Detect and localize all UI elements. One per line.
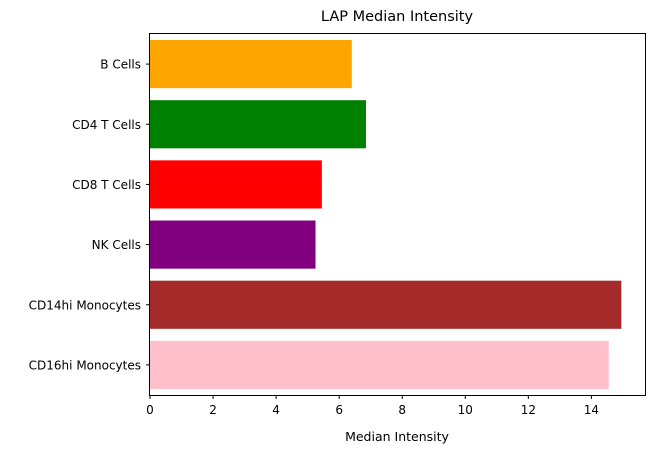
x-tick-label: 12 [521, 403, 536, 417]
bar-cd4-t-cells [150, 100, 366, 149]
x-axis-label: Median Intensity [345, 429, 449, 444]
y-axis-ticks: B Cells CD4 T Cells CD8 T Cells NK Cells CD1… [29, 58, 150, 372]
plot-frame [149, 33, 646, 396]
bar-nk-cells [150, 220, 316, 269]
x-tick-label: 2 [209, 403, 217, 417]
bar-cd16hi-monocytes [150, 340, 609, 389]
x-tick-label: 10 [458, 403, 473, 417]
x-axis-ticks: 0 2 4 6 8 10 12 14 [146, 395, 599, 417]
y-tick-label: CD16hi Monocytes [29, 358, 141, 372]
x-tick-label: 0 [146, 403, 154, 417]
y-tick-label: CD4 T Cells [72, 118, 141, 132]
x-tick-label: 14 [584, 403, 599, 417]
bars-layer [150, 40, 622, 389]
x-tick-label: 4 [272, 403, 280, 417]
y-tick-label: CD14hi Monocytes [29, 298, 141, 312]
y-tick-label: NK Cells [92, 238, 141, 252]
x-tick-label: 8 [398, 403, 406, 417]
y-tick-label: B Cells [100, 58, 141, 72]
bar-b-cells [150, 40, 352, 89]
bar-cd8-t-cells [150, 160, 322, 209]
chart-title: LAP Median Intensity [321, 9, 474, 25]
y-tick-label: CD8 T Cells [72, 178, 141, 192]
bar-cd14hi-monocytes [150, 280, 622, 329]
x-tick-label: 6 [335, 403, 343, 417]
